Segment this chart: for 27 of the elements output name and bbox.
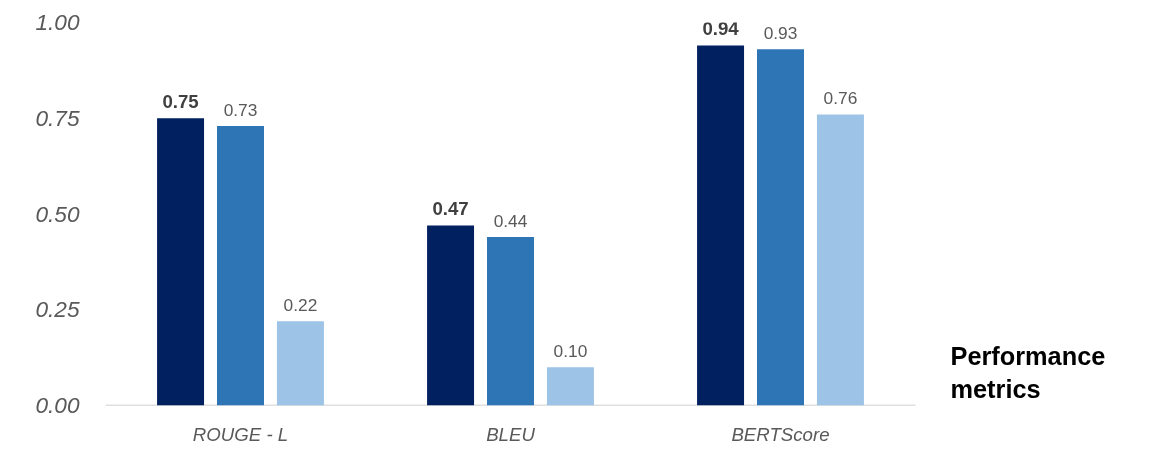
- bar: [546, 367, 594, 406]
- x-tick-label: BERTScore: [731, 423, 830, 445]
- x-axis-title: Performance metrics: [950, 341, 1106, 404]
- data-label: 0.47: [432, 198, 469, 220]
- bar: [757, 49, 804, 406]
- x-tick-label: ROUGE - L: [192, 423, 289, 445]
- data-label: 0.73: [223, 99, 258, 120]
- bar: [427, 225, 475, 406]
- data-label: 0.75: [162, 91, 199, 113]
- y-tick-label: 1.00: [35, 9, 80, 35]
- data-label: 0.94: [702, 18, 740, 40]
- y-tick-label: 0.00: [35, 392, 80, 418]
- data-label: 0.44: [493, 210, 528, 231]
- y-tick-label: 0.50: [35, 200, 80, 227]
- bar: [157, 118, 205, 406]
- data-label: 0.93: [763, 23, 798, 44]
- data-label: 0.22: [283, 295, 318, 316]
- bar: [816, 114, 864, 406]
- x-tick-label: BLEU: [486, 423, 536, 445]
- bar: [276, 321, 324, 406]
- bar: [487, 236, 534, 406]
- data-label: 0.76: [823, 88, 858, 109]
- y-tick-label: 0.75: [35, 104, 80, 131]
- bar: [217, 125, 264, 406]
- bar: [697, 45, 745, 406]
- data-label: 0.10: [553, 341, 588, 362]
- y-tick-label: 0.25: [35, 296, 80, 323]
